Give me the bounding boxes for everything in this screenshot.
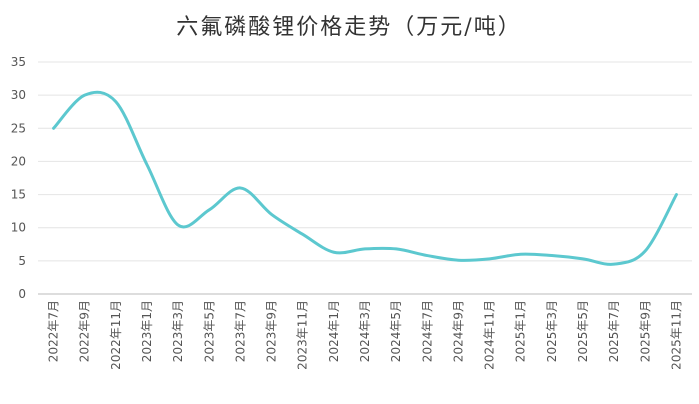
- x-tick-label: 2022年9月: [78, 300, 92, 362]
- x-tick-label: 2025年9月: [638, 300, 652, 362]
- x-tick-label: 2024年3月: [358, 300, 372, 362]
- y-tick-label: 5: [18, 254, 26, 268]
- x-tick-label: 2025年3月: [545, 300, 559, 362]
- x-tick-label: 2023年1月: [140, 300, 154, 362]
- x-tick-label: 2024年9月: [451, 300, 465, 362]
- x-tick-label: 2023年9月: [265, 300, 279, 362]
- x-tick-label: 2023年7月: [233, 300, 247, 362]
- y-tick-label: 35: [11, 55, 26, 69]
- chart-title: 六氟磷酸锂价格走势（万元/吨）: [176, 15, 521, 40]
- x-tick-label: 2024年11月: [483, 300, 497, 370]
- x-tick-label: 2024年1月: [327, 300, 341, 362]
- x-tick-label: 2022年11月: [109, 300, 123, 370]
- x-tick-label: 2023年3月: [171, 300, 185, 362]
- x-tick-label: 2023年11月: [296, 300, 310, 370]
- y-tick-label: 20: [11, 154, 26, 168]
- line: [52, 90, 678, 266]
- x-tick-label: 2024年5月: [389, 300, 403, 362]
- y-tick-label: 25: [11, 121, 26, 135]
- x-tick-label: 2025年5月: [576, 300, 590, 362]
- y-tick-label: 10: [11, 221, 26, 235]
- x-tick-label: 2025年7月: [607, 300, 621, 362]
- y-tick-label: 0: [18, 287, 26, 301]
- y-tick-label: 15: [11, 188, 26, 202]
- x-tick-label: 2025年11月: [669, 300, 683, 370]
- x-tick-label: 2023年5月: [202, 300, 216, 362]
- x-tick-label: 2022年7月: [47, 300, 61, 362]
- y-tick-label: 30: [11, 88, 26, 102]
- x-tick-label: 2025年1月: [514, 300, 528, 362]
- x-tick-label: 2024年7月: [420, 300, 434, 362]
